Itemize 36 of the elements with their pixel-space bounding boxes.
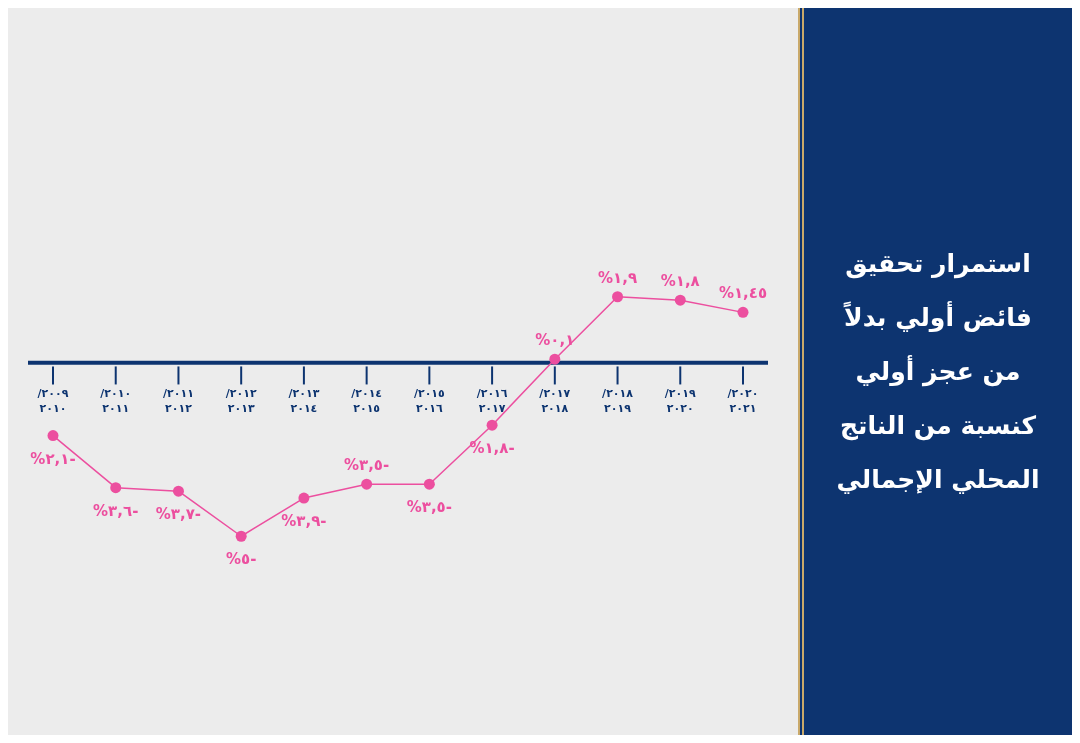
x-tick-label: ٢٠١٧/ ٢٠١٨ [539, 387, 571, 416]
data-label: ٠,١% [535, 331, 575, 350]
data-label: -٣,٥% [344, 456, 390, 475]
point [737, 306, 749, 318]
data-label: -٢,١% [30, 449, 76, 468]
point [110, 482, 122, 494]
data-label: -٣,٧% [155, 505, 202, 524]
point [47, 430, 59, 442]
x-tick-label: ٢٠١٣/ ٢٠١٤ [288, 387, 320, 416]
x-tick-label: ٢٠١٠/ ٢٠١١ [100, 387, 132, 416]
data-label: -١,٨% [469, 439, 515, 458]
data-label: ١,٩% [598, 268, 638, 287]
x-tick-label: ٢٠٢٠/ ٢٠٢١ [727, 387, 759, 416]
point [423, 478, 435, 490]
x-tick-label: ٢٠١٤/ ٢٠١٥ [351, 387, 383, 416]
point [674, 294, 686, 306]
text: استمرار تحقيق فائض أولي بدلاً من عجز أولي كنسبة من الناتج المحلي الإجمالي [835, 247, 1041, 496]
data-label: -٥% [225, 550, 257, 569]
x-tick-label: ٢٠١٦/ ٢٠١٧ [476, 387, 508, 416]
x-tick-label: ٢٠١٨/ ٢٠١٩ [602, 387, 634, 416]
point [235, 530, 247, 542]
data-label: -٣,٥% [406, 498, 452, 517]
point [612, 291, 624, 303]
point [298, 492, 310, 504]
data-label: ١,٤٥% [718, 284, 768, 303]
data-label: -٣,٦% [93, 501, 139, 520]
data-label: -٣,٩% [281, 512, 327, 531]
x-tick-label: ٢٠١٥/ ٢٠١٦ [413, 387, 446, 416]
point [486, 419, 498, 431]
x-tick-label: ٢٠١٢/ ٢٠١٣ [225, 387, 257, 416]
point [361, 478, 373, 490]
point [172, 485, 184, 497]
x-tick-label: ٢٠١١/ ٢٠١٢ [163, 387, 194, 416]
x-tick-label: ٢٠٠٩/ ٢٠١٠ [37, 387, 69, 416]
data-label: ١,٨% [660, 272, 700, 291]
x-tick-label: ٢٠١٩/ ٢٠٢٠ [664, 387, 696, 416]
